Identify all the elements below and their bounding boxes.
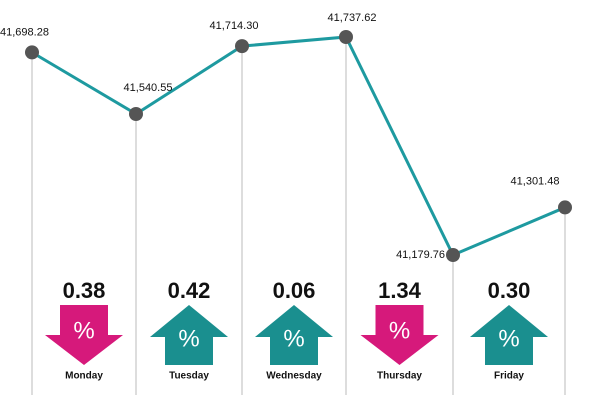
day-label: Thursday <box>377 371 422 382</box>
percent-sign: % <box>389 317 410 344</box>
arrow <box>470 305 548 365</box>
day-label: Tuesday <box>169 371 209 382</box>
point <box>129 107 143 122</box>
change-label: 1.34 <box>378 278 422 303</box>
change-label: 0.30 <box>488 278 531 303</box>
percent-sign: % <box>73 317 94 344</box>
point <box>339 30 353 44</box>
day-label: Wednesday <box>266 371 322 382</box>
change-label: 0.42 <box>168 278 211 303</box>
percent-sign: % <box>498 325 519 352</box>
point <box>446 248 460 262</box>
arrow <box>45 305 123 365</box>
change-label: 0.38 <box>63 278 106 303</box>
arrow <box>150 305 228 365</box>
arrow <box>360 305 439 365</box>
percent-sign: % <box>178 325 199 352</box>
line <box>31 35 566 257</box>
value-label: 41,179.76 <box>396 249 445 261</box>
change-label: 0.06 <box>273 278 316 303</box>
value-label: 41,714.30 <box>210 20 259 32</box>
arrow <box>255 305 333 365</box>
day-label: Friday <box>494 371 524 382</box>
percent-sign: % <box>283 325 304 352</box>
value-label: 41,301.48 <box>511 175 560 187</box>
day-label: Monday <box>65 371 103 382</box>
value-label: 41,540.55 <box>124 82 173 94</box>
value-label: 41,737.62 <box>328 12 377 24</box>
point <box>558 200 572 215</box>
point <box>235 39 249 54</box>
point <box>25 45 39 60</box>
value-label: 41,698.28 <box>0 26 49 38</box>
